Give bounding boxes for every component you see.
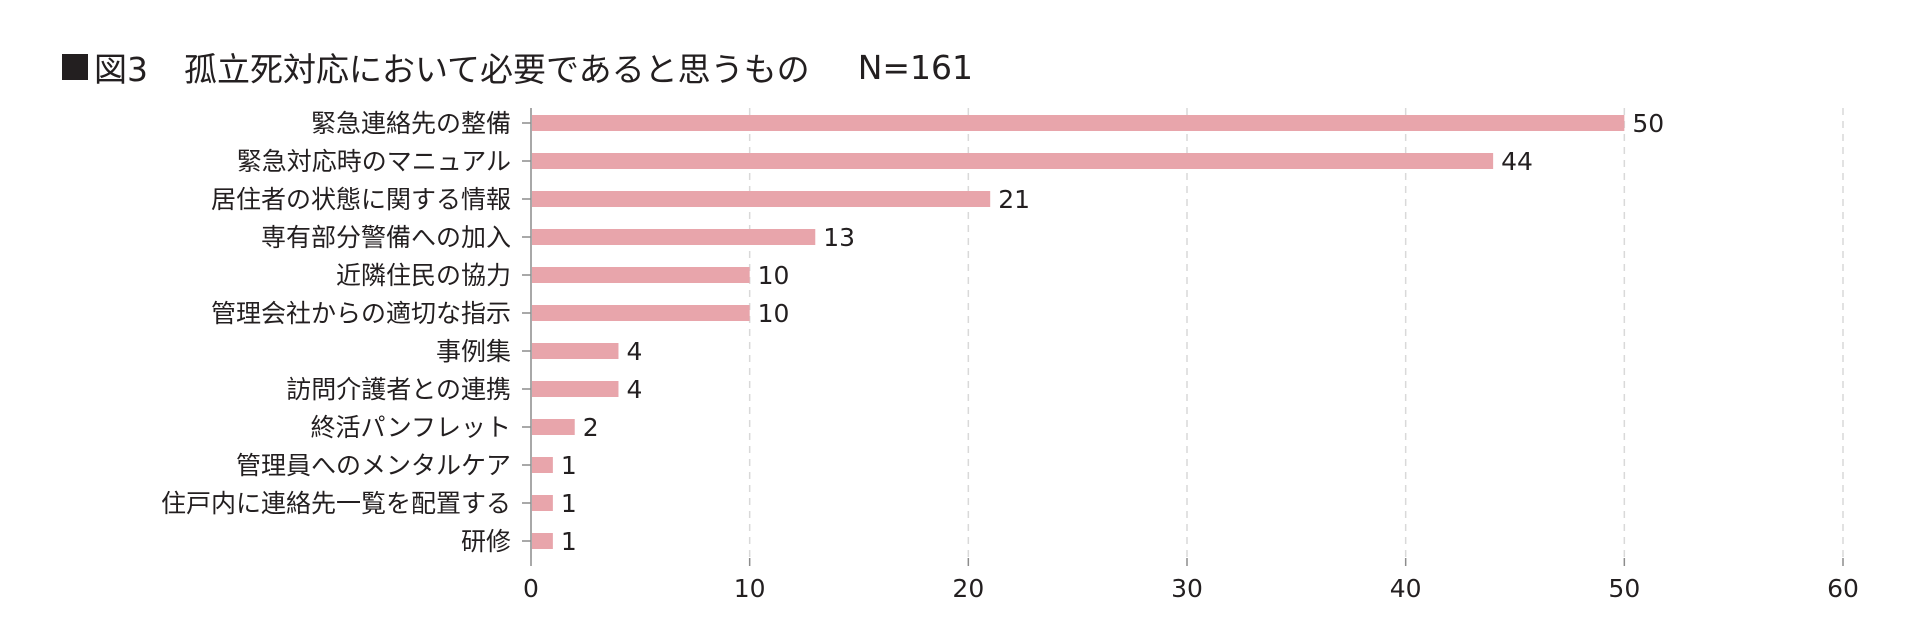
bar [532, 343, 619, 359]
bar [532, 419, 575, 435]
bar [532, 191, 991, 207]
bar [532, 229, 816, 245]
bar [532, 495, 553, 511]
data-label: 21 [998, 185, 1030, 214]
data-label: 50 [1632, 109, 1664, 138]
category-label: 緊急連絡先の整備 [311, 109, 511, 138]
figure-number: 図3 [94, 50, 148, 89]
bar [532, 381, 619, 397]
bar [532, 533, 553, 549]
data-label: 1 [561, 527, 577, 556]
x-tick-label: 60 [1827, 574, 1859, 603]
bar [532, 267, 750, 283]
data-label: 1 [561, 489, 577, 518]
x-tick-label: 30 [1171, 574, 1203, 603]
category-label: 緊急対応時のマニュアル [237, 147, 511, 176]
data-label: 10 [758, 299, 790, 328]
category-label: 事例集 [436, 337, 511, 366]
data-label: 2 [583, 413, 599, 442]
data-label: 4 [626, 337, 642, 366]
x-tick-label: 0 [523, 574, 539, 603]
square-bullet-icon [62, 54, 88, 80]
category-label: 近隣住民の協力 [336, 261, 511, 290]
category-label: 研修 [461, 527, 511, 556]
x-tick-label: 50 [1608, 574, 1640, 603]
x-tick-label: 20 [952, 574, 984, 603]
data-label: 1 [561, 451, 577, 480]
category-label: 訪問介護者との連携 [286, 375, 511, 404]
sample-size: N=161 [857, 47, 974, 87]
category-label: 管理会社からの適切な指示 [211, 299, 511, 328]
bar [532, 115, 1625, 131]
data-label: 13 [823, 223, 855, 252]
x-tick-label: 40 [1390, 574, 1422, 603]
bar [532, 153, 1494, 169]
x-tick-label: 10 [734, 574, 766, 603]
chart-title-text: 孤立死対応において必要であると思うもの [184, 50, 810, 89]
category-label: 終活パンフレット [310, 413, 511, 442]
category-label: 管理員へのメンタルケア [236, 451, 511, 480]
category-label: 専有部分警備への加入 [261, 223, 511, 252]
category-label: 居住者の状態に関する情報 [211, 185, 511, 214]
category-label: 住戸内に連絡先一覧を配置する [161, 489, 511, 518]
data-label: 44 [1501, 147, 1533, 176]
data-label: 4 [626, 375, 642, 404]
data-label: 10 [758, 261, 790, 290]
bar [532, 305, 750, 321]
bar [532, 457, 553, 473]
chart-title: 図3 孤立死対応において必要であると思うもの N=161 [62, 42, 973, 92]
